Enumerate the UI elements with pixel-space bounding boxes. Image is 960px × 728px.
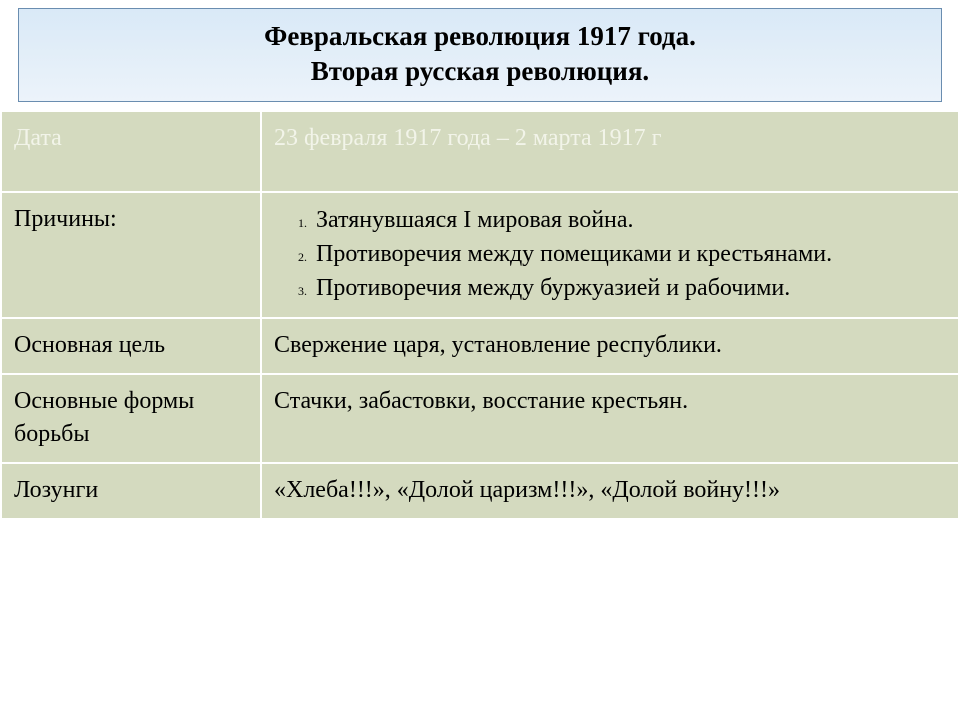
row-content: Затянувшаяся I мировая война.Противоречи… (261, 192, 959, 318)
title-line-1: Февральская революция 1917 года. (39, 19, 921, 54)
table-row: Лозунги«Хлеба!!!», «Долой царизм!!!», «Д… (1, 463, 959, 519)
row-label: Лозунги (1, 463, 261, 519)
row-content: Стачки, забастовки, восстание крестьян. (261, 374, 959, 463)
causes-item: Затянувшаяся I мировая война. (310, 203, 946, 237)
row-content: 23 февраля 1917 года – 2 марта 1917 г (261, 111, 959, 191)
title-line-2: Вторая русская революция. (39, 54, 921, 89)
table-row: Основная цельСвержение царя, установлени… (1, 318, 959, 374)
causes-item: Противоречия между помещиками и крестьян… (310, 237, 946, 271)
title-header: Февральская революция 1917 года. Вторая … (18, 8, 942, 102)
table-row: Причины:Затянувшаяся I мировая война.Про… (1, 192, 959, 318)
row-content: Свержение царя, установление республики. (261, 318, 959, 374)
revolution-table: Дата23 февраля 1917 года – 2 марта 1917 … (0, 110, 960, 520)
row-label: Основные формы борьбы (1, 374, 261, 463)
row-content: «Хлеба!!!», «Долой царизм!!!», «Долой во… (261, 463, 959, 519)
causes-item: Противоречия между буржуазией и рабочими… (310, 271, 946, 305)
row-label: Причины: (1, 192, 261, 318)
table-row: Дата23 февраля 1917 года – 2 марта 1917 … (1, 111, 959, 191)
causes-list: Затянувшаяся I мировая война.Противоречи… (274, 203, 946, 305)
row-label: Основная цель (1, 318, 261, 374)
row-label: Дата (1, 111, 261, 191)
revolution-table-body: Дата23 февраля 1917 года – 2 марта 1917 … (1, 111, 959, 519)
table-row: Основные формы борьбыСтачки, забастовки,… (1, 374, 959, 463)
